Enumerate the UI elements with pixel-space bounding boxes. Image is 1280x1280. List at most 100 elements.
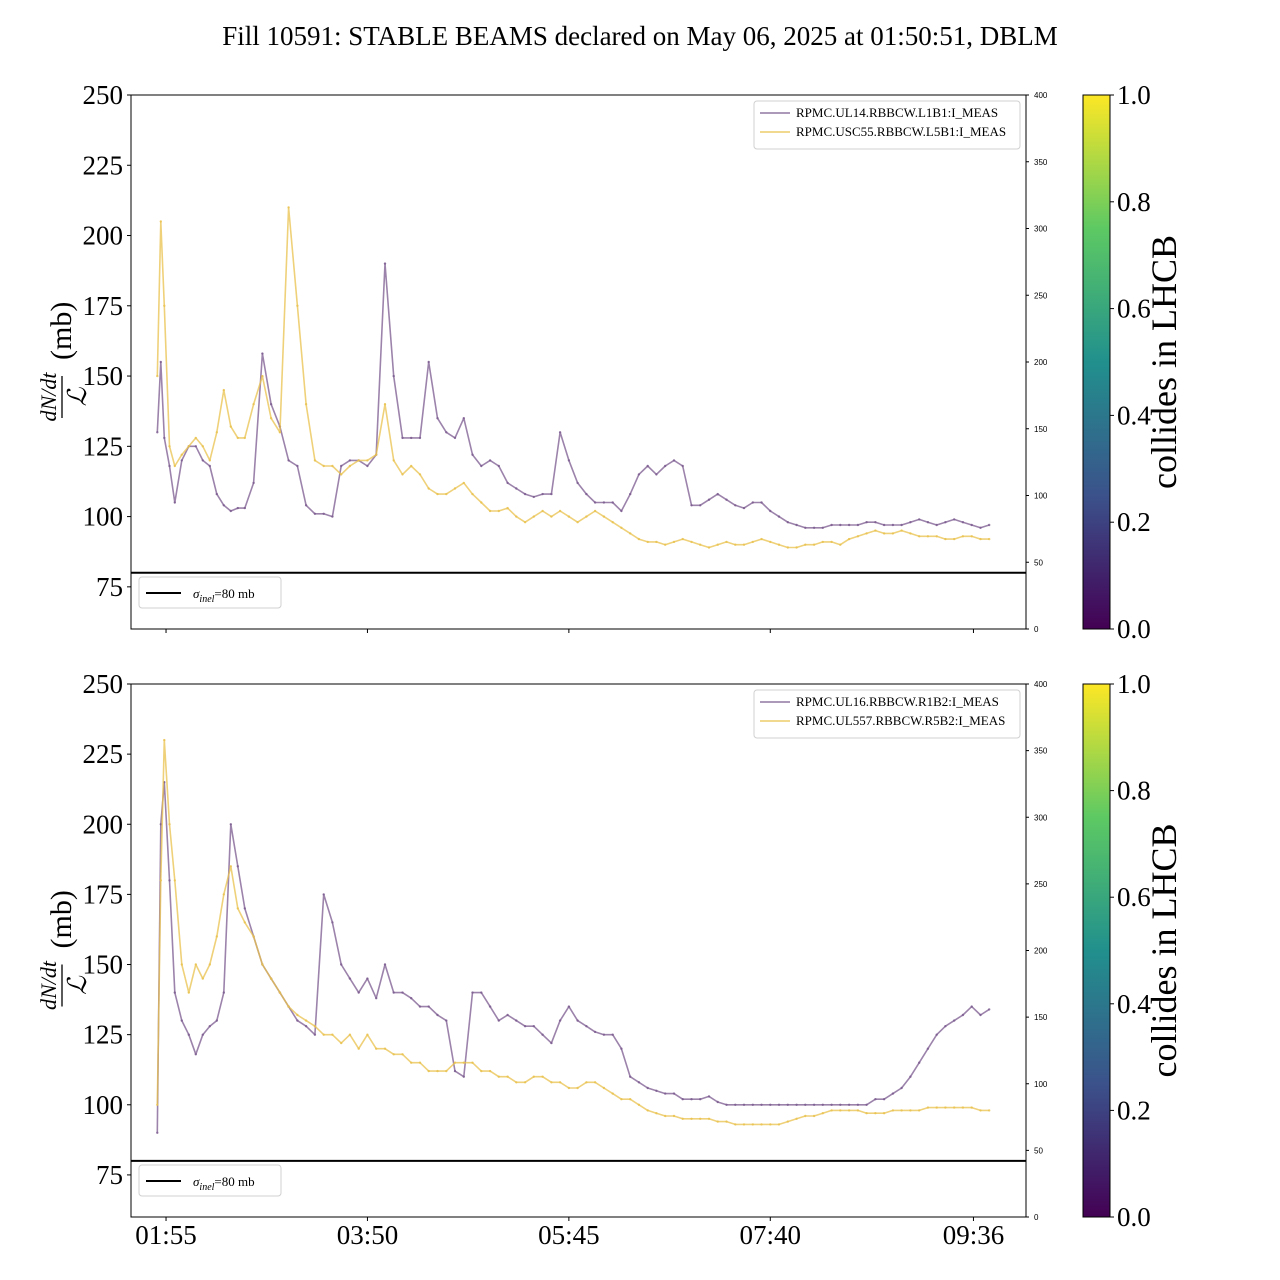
series-point [222, 504, 225, 507]
series-point [340, 963, 343, 966]
series-point [629, 532, 632, 535]
series-point [401, 1053, 404, 1056]
series-point [874, 529, 877, 532]
series-point [304, 504, 308, 507]
series-point [550, 1081, 553, 1084]
series-point [488, 459, 492, 462]
series-point [716, 1120, 719, 1123]
right-y-tick-label: 200 [1034, 358, 1048, 367]
series-point [707, 1095, 711, 1098]
series-point [215, 492, 218, 496]
series-point [383, 963, 387, 966]
series-point [453, 1061, 457, 1064]
series-point [769, 509, 772, 513]
series-point [874, 1098, 877, 1101]
series-point [194, 445, 197, 448]
series-point [506, 1075, 509, 1078]
series-point [725, 1103, 728, 1107]
series-point [830, 540, 833, 544]
series-point [646, 464, 649, 468]
series-point [970, 1106, 973, 1109]
series-point [236, 907, 239, 910]
series-point [839, 543, 842, 546]
series-point [497, 1019, 500, 1022]
series-point [163, 436, 166, 440]
series-point [201, 445, 204, 448]
series-point [734, 543, 737, 546]
series-line-2 [156, 206, 990, 549]
series-point [532, 495, 535, 499]
series-point [453, 1069, 457, 1073]
series-point [215, 431, 218, 434]
series-point [252, 935, 255, 938]
series-point [725, 1120, 728, 1123]
series-point [515, 515, 518, 518]
series-point [751, 1123, 754, 1126]
series-point [558, 431, 562, 434]
series-point [935, 523, 938, 527]
y-tick-label: 125 [83, 431, 124, 461]
series-point [462, 1075, 465, 1078]
series-point [874, 1112, 877, 1115]
series-point [602, 515, 606, 518]
series-point [236, 865, 239, 868]
series-point [690, 504, 693, 507]
series-point [918, 518, 921, 521]
series-point [313, 512, 317, 515]
series-point [348, 977, 352, 980]
series-point [243, 921, 246, 924]
series-group [156, 206, 991, 549]
series-point [620, 509, 623, 513]
reference-legend: σinel=80 mb [138, 576, 282, 609]
series-point [593, 501, 597, 504]
series-point [296, 1019, 299, 1022]
series-point [742, 543, 746, 546]
series-point [734, 1123, 737, 1126]
series-point [215, 935, 218, 938]
series-point [734, 1103, 737, 1107]
series-point [550, 515, 553, 518]
series-point [611, 521, 614, 524]
series-point [567, 1005, 571, 1008]
series-point [163, 304, 166, 307]
series-point [506, 506, 509, 510]
series-point [168, 464, 171, 468]
series-point [672, 459, 676, 462]
series-point [497, 509, 500, 513]
series-point [304, 403, 308, 406]
series-point [777, 543, 781, 546]
right-y-tick-label: 200 [1034, 947, 1048, 956]
series-point [620, 1098, 623, 1101]
series-point [173, 879, 176, 882]
right-y-tick-label: 0 [1034, 625, 1039, 634]
series-point [830, 523, 833, 527]
series-point [488, 1005, 492, 1008]
series-point [208, 1025, 211, 1028]
series-point [812, 526, 816, 529]
series-point [194, 436, 197, 440]
series-point [471, 453, 474, 456]
series-point [567, 1086, 571, 1090]
right-y-tick-label: 50 [1034, 1146, 1043, 1155]
series-point [471, 492, 474, 496]
series-point [287, 206, 290, 209]
series-point [243, 907, 246, 910]
series-point [900, 523, 903, 527]
series-point [567, 459, 571, 462]
series-point [786, 546, 789, 549]
series-point [664, 1092, 667, 1095]
series-point [804, 1114, 807, 1118]
series-point [646, 1109, 649, 1112]
series-point [480, 501, 483, 504]
series-point [856, 535, 860, 538]
series-point [620, 1047, 623, 1050]
series-point [786, 1120, 789, 1123]
series-point [865, 532, 868, 535]
series-point [690, 1098, 693, 1101]
series-point [593, 1030, 597, 1034]
series-point [201, 977, 204, 980]
series-point [856, 1103, 860, 1107]
right-y-tick-label: 300 [1034, 225, 1048, 234]
colorbar-tick-label: 0.6 [1117, 294, 1151, 324]
series-point [664, 543, 667, 546]
